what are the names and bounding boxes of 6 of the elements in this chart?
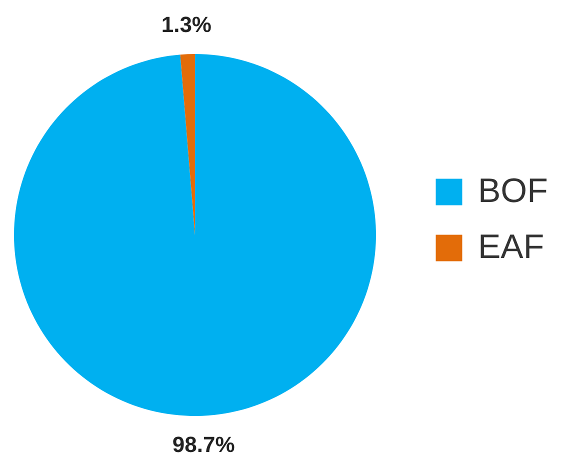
legend-label: EAF xyxy=(478,228,544,266)
legend-label: BOF xyxy=(478,172,548,210)
pie-slice xyxy=(180,54,195,235)
data-label: 1.3% xyxy=(161,12,212,38)
pie-slice xyxy=(14,54,376,416)
data-label: 98.7% xyxy=(172,432,235,457)
